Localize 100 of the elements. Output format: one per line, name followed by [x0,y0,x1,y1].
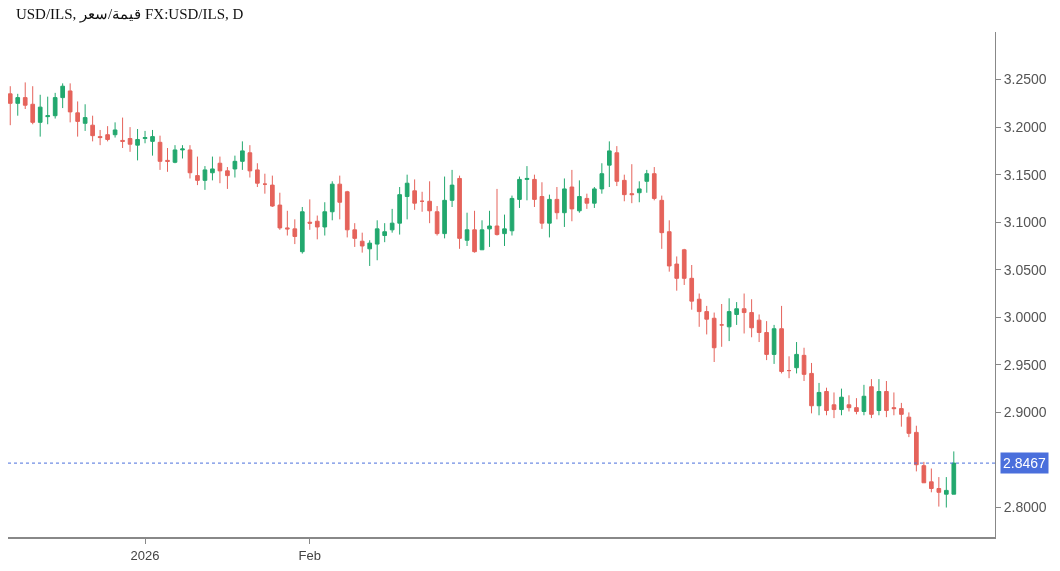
candlestick [719,303,724,348]
candlestick [659,195,665,250]
candlestick [681,248,687,286]
candlestick [899,402,904,428]
candlestick [442,176,447,239]
candlestick [599,162,605,195]
candlestick [15,93,21,117]
candlestick [150,129,155,157]
candlestick [232,155,238,179]
candlestick [524,165,530,201]
candlestick [854,397,859,415]
candlestick [75,100,80,138]
candlestick [299,206,305,255]
candlestick [472,210,477,254]
candlestick [180,144,185,159]
candlestick [891,391,897,416]
candlestick [187,144,193,179]
candlestick [344,190,350,238]
candlestick [786,355,792,379]
candlestick [539,181,545,230]
candlestick [97,129,103,146]
candlestick [861,384,867,416]
candlestick [936,476,942,508]
candlestick [502,214,507,247]
candlestick [427,180,432,224]
candlestick [951,450,957,495]
candlestick [172,144,178,164]
candlestick [382,222,388,243]
candlestick [389,208,395,234]
candlestick [8,85,13,126]
candlestick [359,232,365,254]
candlestick [210,156,215,181]
y-tick-label: 3.2000 [1003,119,1047,135]
candlestick [292,218,298,245]
candlestick [352,222,358,248]
candlestick [284,210,290,237]
candlestick [45,96,51,125]
candlestick [82,103,88,132]
x-tick-label: Feb [298,547,321,563]
candlestick [135,128,140,161]
candlestick [532,174,537,208]
candlestick [704,305,710,335]
candlestick [666,219,672,273]
candlestick [741,293,747,334]
candlestick [779,305,784,374]
candlestick [202,165,208,191]
candlestick [614,145,620,187]
candlestick [914,425,919,472]
candlestick [225,166,230,190]
y-tick-label: 3.0000 [1003,309,1047,326]
candlestick [60,82,65,109]
candlestick [711,312,717,363]
candlestick [839,388,844,416]
candlestick [734,301,739,326]
candlestick [876,378,882,416]
candlestick [584,193,590,210]
ref-line-label: 2.8467 [1003,455,1047,471]
candlestick [329,180,335,221]
candlestick [726,297,732,342]
candlestick [479,219,485,251]
candlestick [434,205,440,237]
candlestick [120,117,125,149]
candlestick [30,85,36,125]
candlestick [22,81,28,110]
y-tick-label: 2.8000 [1003,499,1047,516]
candlestick [644,169,650,194]
candlestick [255,162,260,188]
candlestick [397,186,402,236]
candlestick [794,341,799,374]
candlestick [449,169,455,208]
candlestick [577,179,582,214]
candlestick [607,140,612,188]
candlestick [569,169,575,222]
candlestick [270,175,275,208]
candlestick [636,180,642,203]
candlestick [689,264,695,311]
candlestick [314,215,320,240]
candlestick [816,382,822,416]
candlestick [824,387,829,416]
candlestick [487,210,492,248]
candlestick [756,313,762,343]
y-tick-label: 3.0500 [1003,261,1047,278]
chart-title: USD/ILS, قيمة/سعر FX:USD/ILS, D [15,6,244,24]
candlestick [262,173,268,195]
y-tick-label: 3.2500 [1003,71,1047,88]
candlestick [592,186,597,209]
y-tick-label: 3.1500 [1003,166,1047,183]
candlestick [112,121,118,139]
candlestick [771,324,777,365]
candlestick [869,378,874,419]
candlestick [921,461,927,484]
y-tick-label: 2.9000 [1003,404,1047,421]
candlestick [37,94,43,138]
candlestick [547,194,552,238]
candlestick [307,198,313,231]
candlestick [562,177,567,228]
candlestick [105,125,110,142]
candlestick [240,140,245,171]
candlestick [651,166,657,201]
y-tick-label: 3.1000 [1003,214,1047,231]
